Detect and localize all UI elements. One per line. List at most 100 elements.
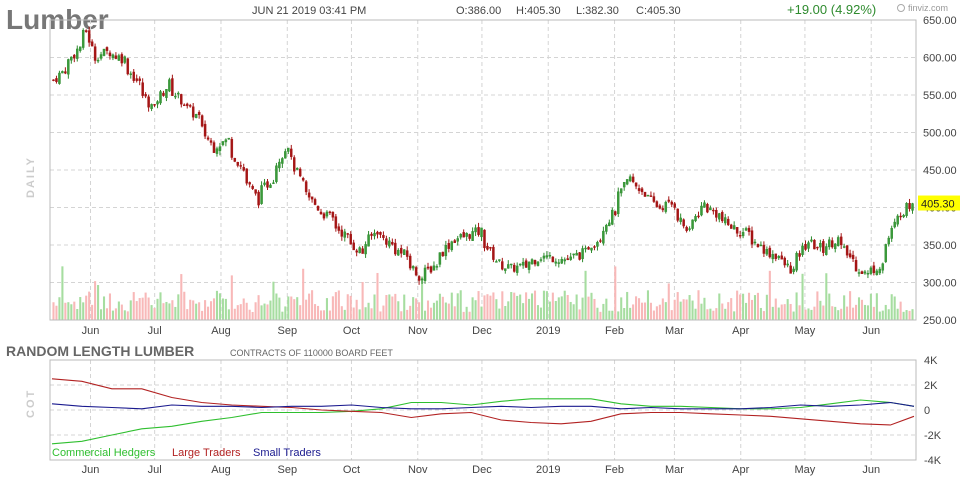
header-close: C:405.30 bbox=[636, 5, 681, 17]
volume-bar bbox=[316, 305, 320, 320]
candle-body bbox=[527, 261, 531, 270]
volume-bar bbox=[212, 298, 216, 320]
volume-bar bbox=[528, 298, 531, 320]
volume-bar bbox=[581, 297, 584, 320]
volume-bar bbox=[655, 306, 658, 320]
candle-body bbox=[792, 268, 795, 272]
cot-frame bbox=[49, 359, 917, 461]
candle-body bbox=[102, 48, 106, 56]
candle-body bbox=[908, 202, 911, 209]
candle-body bbox=[269, 184, 272, 188]
volume-bar bbox=[652, 310, 655, 320]
volume-bar bbox=[566, 295, 569, 320]
volume-bar bbox=[599, 311, 602, 320]
candle-body bbox=[524, 260, 528, 268]
candle-body bbox=[373, 232, 376, 237]
volume-bar bbox=[105, 308, 109, 320]
volume-bar bbox=[209, 301, 213, 320]
volume-bar bbox=[135, 301, 138, 320]
candle-body bbox=[236, 162, 240, 166]
volume-bar bbox=[551, 292, 554, 320]
candle-body bbox=[284, 151, 287, 159]
candle-body bbox=[575, 252, 578, 256]
finviz-brand[interactable]: finviz.com bbox=[897, 3, 949, 13]
volume-bar bbox=[709, 308, 712, 320]
candle-body bbox=[376, 231, 379, 235]
candle-body bbox=[658, 205, 662, 209]
candle-body bbox=[866, 273, 870, 275]
candle-body bbox=[459, 234, 462, 238]
volume-bar bbox=[328, 310, 331, 320]
price-x-tick-label: Nov bbox=[408, 325, 428, 337]
volume-bar bbox=[548, 301, 551, 320]
volume-bar bbox=[584, 270, 587, 320]
volume-bar bbox=[756, 292, 759, 320]
volume-bar bbox=[614, 266, 617, 320]
cot-tick-label: 4K bbox=[924, 355, 938, 367]
candle-body bbox=[884, 244, 888, 262]
volume-bar bbox=[293, 299, 296, 320]
volume-bar bbox=[890, 294, 893, 320]
volume-bar bbox=[195, 303, 198, 320]
price-x-tick-label: Jun bbox=[82, 325, 100, 337]
candle-body bbox=[183, 104, 186, 107]
volume-bar bbox=[370, 308, 373, 320]
candle-body bbox=[64, 71, 67, 74]
price-x-tick-label: Aug bbox=[211, 325, 231, 337]
cot-x-tick-label: Dec bbox=[472, 464, 492, 476]
volume-bar bbox=[343, 309, 346, 320]
candle-body bbox=[224, 139, 228, 143]
candle-body bbox=[819, 243, 822, 248]
candle-body bbox=[628, 176, 632, 182]
volume-bar bbox=[682, 299, 685, 320]
volume-bar bbox=[902, 311, 905, 320]
volume-bar bbox=[79, 297, 82, 320]
volume-bar bbox=[602, 303, 605, 320]
candle-body bbox=[569, 256, 572, 260]
candle-body bbox=[703, 202, 706, 208]
volume-bar bbox=[236, 305, 239, 320]
candle-body bbox=[673, 203, 676, 208]
candle-body bbox=[542, 255, 546, 259]
volume-bar bbox=[721, 303, 724, 320]
volume-bar bbox=[557, 297, 560, 320]
candle-body bbox=[177, 92, 180, 95]
candle-body bbox=[545, 255, 549, 258]
volume-bar bbox=[302, 268, 305, 320]
candle-body bbox=[744, 228, 748, 231]
volume-bar bbox=[70, 304, 73, 320]
candle-body bbox=[780, 255, 783, 260]
header-open: O:386.00 bbox=[456, 5, 501, 17]
volume-bar bbox=[421, 276, 424, 320]
volume-bar bbox=[572, 304, 575, 320]
candle-body bbox=[385, 238, 388, 245]
candle-body bbox=[429, 266, 433, 273]
volume-bar bbox=[640, 302, 644, 320]
candle-body bbox=[251, 185, 254, 189]
candle-body bbox=[521, 261, 525, 266]
candle-body bbox=[566, 258, 569, 261]
volume-bar bbox=[278, 297, 281, 320]
volume-bar bbox=[406, 309, 409, 320]
candle-body bbox=[111, 54, 115, 59]
volume-bar bbox=[388, 294, 391, 320]
candle-body bbox=[691, 219, 694, 229]
candle-body bbox=[533, 260, 537, 265]
volume-bar bbox=[703, 297, 706, 320]
candle-body bbox=[816, 246, 819, 249]
candle-body bbox=[147, 96, 150, 108]
candle-body bbox=[417, 276, 421, 281]
candle-body bbox=[203, 123, 207, 137]
price-tick-label: 600.00 bbox=[923, 53, 957, 65]
cot-axis: 4K 2K 0 -2K -4K bbox=[924, 355, 942, 467]
volume-bar bbox=[596, 307, 599, 320]
volume-bar bbox=[635, 296, 638, 320]
cot-grid bbox=[50, 359, 916, 461]
candle-body bbox=[367, 234, 370, 247]
candle-body bbox=[851, 254, 855, 260]
candle-body bbox=[328, 211, 332, 214]
candle-body bbox=[212, 142, 216, 153]
volume-bar bbox=[325, 298, 328, 320]
candle-body bbox=[501, 261, 504, 270]
candle-body bbox=[771, 254, 775, 260]
